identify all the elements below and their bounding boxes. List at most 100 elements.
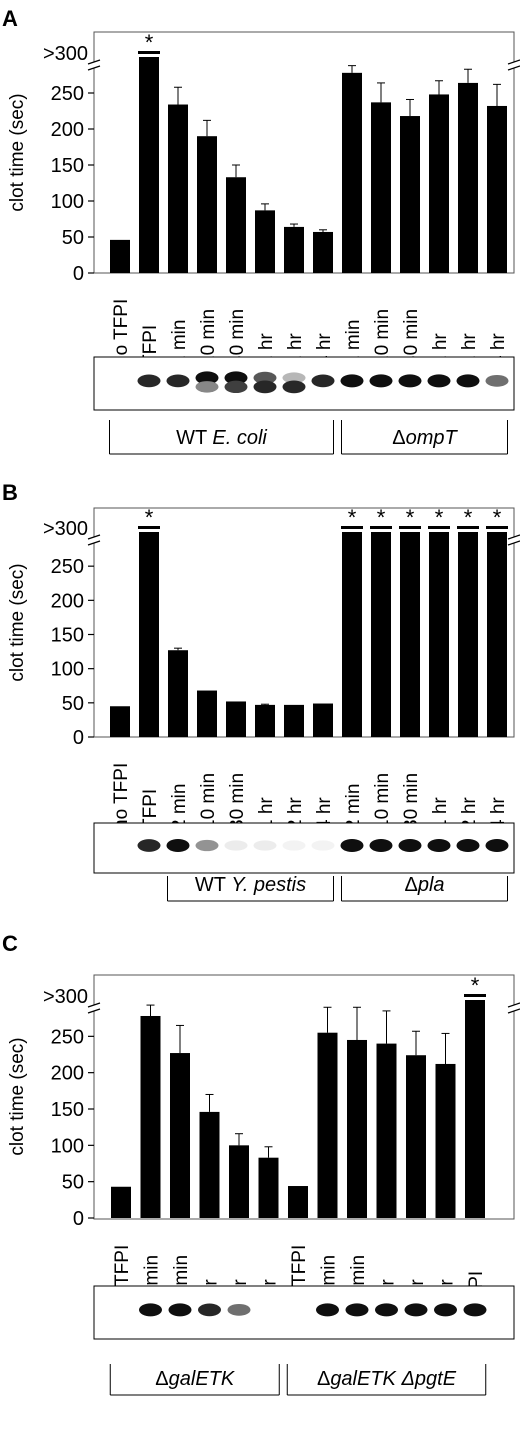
- x-tick-label: 30 min: [227, 309, 248, 366]
- y-axis-label: clot time (sec): [7, 93, 28, 211]
- y-axis-label: clot time (sec): [7, 1037, 28, 1155]
- bar: [226, 701, 246, 737]
- overflow-marker: [138, 51, 160, 54]
- y-tick-label: 100: [51, 191, 84, 213]
- bar: [255, 210, 275, 273]
- y-tick-label: 250: [51, 556, 84, 578]
- significance-star: *: [435, 505, 444, 530]
- plot-frame: [93, 974, 515, 1220]
- bar: [458, 532, 478, 737]
- x-tick-label: 10 min: [198, 773, 219, 830]
- bar: [406, 1055, 426, 1218]
- bar: [342, 532, 362, 737]
- y-tick-label: 150: [51, 155, 84, 177]
- blot-band: [195, 839, 219, 852]
- blot-band: [398, 374, 422, 388]
- blot-band: [427, 839, 451, 852]
- bar: [168, 104, 188, 274]
- overflow-marker: [138, 526, 160, 529]
- significance-star: *: [145, 30, 154, 55]
- group-label: WT E. coli: [176, 427, 267, 449]
- blot-band: [253, 371, 277, 384]
- blot-band: [345, 1303, 369, 1317]
- bar: [110, 706, 130, 737]
- blot-band: [166, 374, 190, 388]
- y-tick-label: 0: [73, 263, 84, 285]
- significance-star: *: [471, 973, 480, 998]
- bar: [111, 1186, 131, 1218]
- bar: [400, 532, 420, 737]
- overflow-marker: [399, 526, 421, 529]
- blot-band: [316, 1303, 339, 1317]
- axis-break-gap: [90, 62, 98, 68]
- x-tick-label: 30 min: [401, 773, 422, 830]
- blot-band: [404, 1303, 428, 1317]
- blot-band: [139, 1303, 162, 1317]
- panel-letter: B: [2, 480, 18, 505]
- overflow-marker: [341, 526, 363, 529]
- blot-band: [456, 839, 480, 852]
- group-label: Δpla: [404, 874, 444, 896]
- blot-band: [282, 380, 306, 394]
- blot-band: [168, 1303, 192, 1317]
- bar: [376, 1043, 397, 1218]
- axis-break-mark: [87, 534, 101, 540]
- x-tick-label: 2 min: [169, 784, 190, 830]
- bar: [139, 532, 159, 737]
- bar: [317, 1032, 338, 1218]
- blot-band: [434, 1303, 457, 1317]
- bar: [371, 532, 391, 737]
- axis-break-mark: [507, 59, 520, 65]
- panel-letter: C: [2, 931, 18, 956]
- bar: [170, 1053, 190, 1218]
- y-tick-label: 0: [73, 1208, 84, 1230]
- bar: [347, 1039, 367, 1218]
- axis-break-gap: [510, 537, 518, 543]
- significance-star: *: [406, 505, 415, 530]
- blot-band: [463, 1303, 487, 1317]
- bar: [197, 136, 217, 273]
- x-tick-label: 4 hr: [488, 797, 509, 830]
- significance-star: *: [464, 505, 473, 530]
- blot-band: [224, 380, 248, 394]
- y-break-label: >300: [43, 518, 88, 540]
- axis-break-mark: [507, 534, 520, 540]
- significance-star: *: [377, 505, 386, 530]
- blot-band: [137, 374, 161, 388]
- bar: [226, 177, 246, 273]
- y-tick-label: 250: [51, 83, 84, 105]
- blot-band: [195, 371, 219, 385]
- blot-band: [340, 839, 364, 852]
- panel-A: A 0 50 100 150 200 250 >300 clot time (sec) no TF…: [2, 6, 520, 455]
- y-tick-label: 250: [51, 1026, 84, 1048]
- bar: [400, 116, 420, 273]
- bar: [168, 650, 188, 737]
- blot-band: [253, 380, 277, 394]
- blot-band: [485, 374, 509, 387]
- blot-band: [375, 1303, 398, 1317]
- x-tick-label: 30 min: [401, 309, 422, 366]
- x-tick-label: 1 hr: [256, 797, 277, 830]
- x-tick-label: 2 min: [169, 320, 190, 366]
- significance-star: *: [493, 505, 502, 530]
- axis-break-mark: [507, 65, 520, 71]
- axis-break-gap: [510, 62, 518, 68]
- axis-break-mark: [87, 59, 101, 65]
- y-tick-label: 200: [51, 1063, 84, 1085]
- x-tick-label: 2 hr: [285, 797, 306, 830]
- bar: [313, 703, 333, 737]
- overflow-marker: [464, 994, 486, 997]
- x-tick-label: 1 hr: [430, 797, 451, 830]
- y-tick-label: 200: [51, 119, 84, 141]
- y-break-label: >300: [43, 986, 88, 1008]
- x-tick-label: 10 min: [372, 773, 393, 830]
- blot-band: [427, 374, 451, 388]
- x-tick-label: 4 hr: [314, 797, 335, 830]
- blot-band: [398, 839, 422, 852]
- bar: [284, 226, 304, 273]
- x-tick-label: no TFPI: [111, 763, 132, 830]
- y-tick-label: 50: [62, 1172, 84, 1194]
- significance-star: *: [145, 505, 154, 530]
